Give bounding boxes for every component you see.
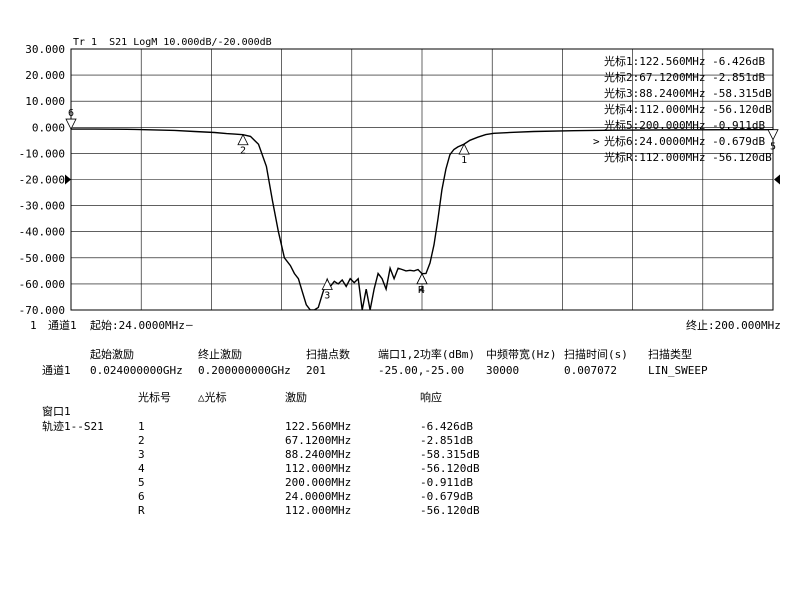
start-dash: — [186,318,193,331]
marker-table-response: -58.315dB [420,448,480,461]
marker-symbols: 1 2 3 4 5 6 R [65,108,779,302]
reference-level-arrows [65,174,780,185]
sweep-value: LIN_SWEEP [648,364,708,377]
s21-plot: 30.000 20.000 10.000 0.000 -10.000 -20.000 -30… [19,43,780,317]
y-tick-label: 10.000 [25,95,65,108]
trace-line [71,128,773,310]
marker-table-stimulus: 112.000MHz [285,462,352,475]
y-tick-label: -40.000 [19,226,65,239]
sweep-value: 30000 [486,364,520,377]
marker-table-id: 5 [138,476,145,489]
plot-grid [70,48,774,311]
marker-table-id: R [138,504,145,517]
sweep-row-label: 通道1 [42,364,71,377]
marker-readout[interactable]: 光标R:112.000MHz -56.120dB [604,151,772,164]
sweep-value: 0.200000000GHz [198,364,291,377]
sweep-value: -25.00,-25.00 [378,364,465,377]
marker-table-stimulus: 200.000MHz [285,476,352,489]
reference-arrow-left [65,174,71,185]
sweep-header: 端口1,2功率(dBm) [378,348,475,361]
sweep-value: 0.007072 [564,364,617,377]
marker-5-symbol [767,129,779,141]
y-tick-label: 20.000 [25,69,65,82]
marker-table-id: 6 [138,490,145,503]
y-tick-label: -20.000 [19,174,65,187]
marker-table-header: △光标 [198,391,227,404]
marker-2-label: 2 [240,146,246,157]
marker-table-id: 4 [138,462,145,475]
sweep-header: 中频带宽(Hz) [486,348,557,361]
stop-frequency[interactable]: 终止:200.000MHz [686,319,781,332]
marker-table-stimulus: 88.2400MHz [285,448,352,461]
marker-r-label: R [418,285,425,296]
marker-1-symbol [458,143,470,155]
marker-table-id: 2 [138,434,145,447]
start-frequency[interactable]: 起始:24.0000MHz [90,319,185,332]
marker-readout[interactable]: 光标6:24.0000MHz -0.679dB [604,135,766,148]
marker-table-id: 1 [138,420,145,433]
marker-readout[interactable]: 光标1:122.560MHz -6.426dB [604,55,766,68]
marker-table-response: -0.679dB [420,490,473,503]
y-tick-label: -30.000 [19,200,65,213]
marker-1-label: 1 [461,155,467,166]
sweep-header: 扫描类型 [648,348,692,361]
marker-table-stimulus: 24.0000MHz [285,490,352,503]
channel-label[interactable]: 通道1 [48,319,77,332]
y-tick-label: -10.000 [19,147,65,160]
marker-r-symbol [416,272,428,285]
y-tick-label: -60.000 [19,278,65,291]
marker-5-label: 5 [770,142,776,153]
marker-table-response: -6.426dB [420,420,473,433]
marker-2-symbol [237,133,249,146]
reference-arrow-right [774,174,780,185]
sweep-header: 扫描时间(s) [564,348,628,361]
marker-readout[interactable]: 光标4:112.000MHz -56.120dB [604,103,772,116]
y-tick-label: -70.000 [19,304,65,317]
marker-readout[interactable]: 光标5:200.000MHz -0.911dB [604,119,766,132]
marker-6-label: 6 [68,108,74,119]
marker-3-symbol [321,278,333,290]
marker-6-symbol [65,118,77,130]
y-tick-label: 30.000 [25,43,65,56]
marker-table-id: 3 [138,448,145,461]
s21-trace [71,128,773,310]
marker-table-header: 激励 [285,391,307,404]
marker-table-response: -0.911dB [420,476,473,489]
sweep-value: 0.024000000GHz [90,364,183,377]
marker-table-stimulus: 112.000MHz [285,504,352,517]
marker-table-response: -56.120dB [420,462,480,475]
marker-table-header: 光标号 [138,391,171,404]
y-tick-label: -50.000 [19,252,65,265]
channel-number: 1 [30,319,37,332]
sweep-header: 终止激励 [198,348,242,361]
marker-table-stimulus: 67.1200MHz [285,434,352,447]
y-tick-label: 0.000 [32,121,65,134]
trace-header: Tr 1 S21 LogM 10.000dB/-20.000dB [73,37,272,48]
marker-table-header: 响应 [420,391,442,404]
active-marker-indicator: > [593,135,600,148]
marker-readout[interactable]: 光标2:67.1200MHz -2.851dB [604,71,766,84]
sweep-header: 起始激励 [90,348,134,361]
marker-table-response: -56.120dB [420,504,480,517]
y-tick-labels: 30.000 20.000 10.000 0.000 -10.000 -20.000 -30… [19,43,65,317]
window-label: 窗口1 [42,405,71,418]
trace-label: 轨迹1--S21 [42,420,104,433]
sweep-header: 扫描点数 [306,348,350,361]
sweep-value: 201 [306,364,326,377]
marker-readout[interactable]: 光标3:88.2400MHz -58.315dB [604,87,772,100]
marker-table-stimulus: 122.560MHz [285,420,352,433]
marker-4-label: 4 [419,285,425,296]
marker-3-label: 3 [324,291,330,302]
marker-table-response: -2.851dB [420,434,473,447]
